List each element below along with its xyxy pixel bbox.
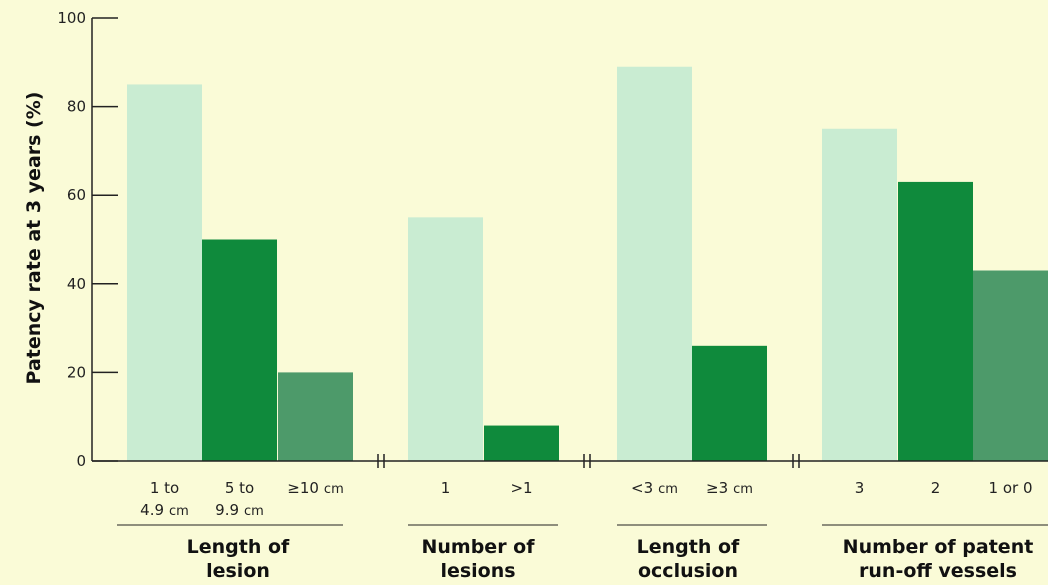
group-label: Number of patent <box>843 536 1034 558</box>
group-label: lesions <box>440 560 515 582</box>
category-label: <3 cm <box>631 479 678 497</box>
category-label: 2 <box>931 479 941 497</box>
group-label: Length of <box>637 536 740 558</box>
y-axis-label: Patency rate at 3 years (%) <box>23 92 45 385</box>
bar-g2-1 <box>408 217 483 461</box>
axes: 0 20 40 60 80 100 <box>57 9 1048 470</box>
bar-g1-2 <box>202 239 277 461</box>
group-label: Number of <box>421 536 535 558</box>
y-tick-label: 0 <box>76 452 86 470</box>
category-label: 9.9 cm <box>215 501 264 519</box>
category-label: 5 to <box>225 479 254 497</box>
bar-g4-2 <box>898 181 973 461</box>
bars-layer <box>127 66 1048 461</box>
bar-g1-3 <box>278 372 353 461</box>
group-label: Length of <box>187 536 290 558</box>
y-tick-label: 80 <box>67 98 86 116</box>
bar-g4-3 <box>973 270 1048 461</box>
axis-break-mark <box>583 454 591 468</box>
category-label: ≥10 cm <box>287 479 343 497</box>
category-label: 1 <box>441 479 451 497</box>
category-label: ≥3 cm <box>706 479 753 497</box>
bar-g2-2 <box>484 425 559 461</box>
y-tick-label: 20 <box>67 363 86 381</box>
y-tick-label: 40 <box>67 275 86 293</box>
axis-break-mark <box>792 454 800 468</box>
category-label: 1 to <box>150 479 179 497</box>
group-label: lesion <box>206 560 270 582</box>
category-label: 4.9 cm <box>140 501 189 519</box>
bar-g3-1 <box>617 66 692 461</box>
bar-g1-1 <box>127 84 202 461</box>
category-label: 1 or 0 <box>989 479 1033 497</box>
y-tick-label: 60 <box>67 186 86 204</box>
y-tick-label: 100 <box>57 9 86 27</box>
category-label: 3 <box>855 479 865 497</box>
category-label: >1 <box>510 479 532 497</box>
axis-break-mark <box>377 454 385 468</box>
group-label: occlusion <box>638 560 738 582</box>
group-label: run-off vessels <box>859 560 1017 582</box>
bar-g4-1 <box>822 128 897 461</box>
bar-g3-2 <box>692 345 767 461</box>
